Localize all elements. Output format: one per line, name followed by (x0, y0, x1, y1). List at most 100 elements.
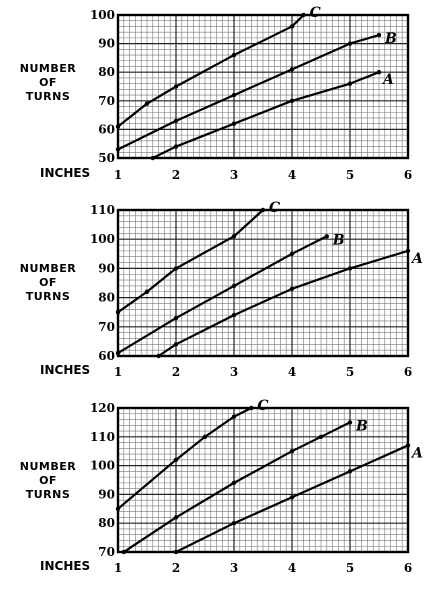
x-unit-label: INCHES (40, 559, 90, 573)
data-point-c (231, 414, 237, 419)
data-point-b (289, 67, 295, 72)
data-point-b (289, 251, 295, 256)
data-point-b (121, 549, 127, 555)
y-axis-label: OF (39, 76, 57, 89)
series-label-a: A (410, 445, 423, 461)
data-point-c (144, 289, 150, 294)
data-point-c (115, 506, 121, 511)
data-point-b (231, 92, 237, 98)
data-point-a (173, 549, 179, 555)
y-tick-label: 80 (98, 291, 115, 305)
series-line-c (117, 407, 252, 510)
data-point-b (173, 315, 179, 321)
data-point-b (115, 350, 121, 356)
x-unit-label: INCHES (40, 363, 90, 377)
x-tick-label: 2 (172, 561, 180, 575)
data-point-b (173, 515, 179, 520)
series-label-c: C (269, 200, 280, 216)
y-tick-label: 80 (98, 516, 115, 530)
y-tick-label: 70 (98, 94, 115, 108)
y-tick-label: 100 (90, 459, 115, 473)
data-point-b (347, 41, 353, 46)
y-tick-label: 80 (98, 65, 115, 79)
x-tick-label: 1 (114, 561, 122, 575)
y-tick-label: 90 (98, 37, 115, 51)
x-tick-label: 2 (172, 365, 180, 379)
data-point-c (260, 207, 266, 213)
grid-1 (117, 14, 409, 159)
x-tick-label: 4 (288, 365, 296, 379)
series-line-b (117, 33, 380, 151)
grid-2 (117, 209, 409, 357)
series-label-c: C (310, 5, 321, 21)
x-tick-label: 1 (114, 168, 122, 182)
plot-frame (116, 406, 410, 554)
series-label-a: A (410, 251, 423, 267)
data-point-b (347, 420, 353, 425)
data-point-a (347, 469, 353, 474)
data-point-a (173, 144, 179, 149)
data-point-b (231, 480, 237, 486)
data-point-a (156, 353, 161, 359)
data-point-a (231, 521, 237, 526)
y-axis-label: OF (39, 276, 57, 289)
y-tick-label: 90 (98, 261, 115, 275)
plot-frame (116, 13, 410, 160)
y-tick-label: 100 (90, 232, 115, 246)
y-tick-label: 60 (98, 122, 115, 136)
series-label-b: B (332, 232, 345, 248)
data-point-a (347, 266, 353, 271)
data-point-c (231, 234, 237, 239)
y-tick-label: 120 (90, 401, 115, 415)
y-tick-label: 70 (98, 545, 115, 559)
x-tick-label: 6 (404, 168, 412, 182)
x-tick-label: 5 (346, 561, 354, 575)
x-tick-label: 4 (288, 168, 296, 182)
data-point-c (289, 24, 295, 29)
x-tick-label: 6 (404, 365, 412, 379)
y-axis-label: NUMBER (20, 262, 76, 275)
y-axis-label: TURNS (26, 488, 71, 501)
x-tick-label: 1 (114, 365, 122, 379)
x-tick-label: 5 (346, 365, 354, 379)
data-point-a (376, 70, 382, 75)
data-point-b (376, 32, 382, 38)
data-point-c (115, 124, 121, 129)
data-point-b (173, 118, 179, 124)
data-point-a (405, 443, 411, 448)
data-point-b (318, 434, 324, 439)
series-line-c (117, 209, 264, 314)
data-point-c (249, 405, 254, 411)
data-point-a (231, 121, 237, 126)
y-tick-label: 110 (90, 203, 115, 217)
x-unit-label: INCHES (40, 166, 90, 180)
data-point-a (347, 81, 353, 86)
data-point-c (173, 84, 179, 89)
y-tick-label: 90 (98, 487, 115, 501)
y-tick-label: 110 (90, 430, 115, 444)
data-point-a (289, 286, 295, 292)
series-line-a (152, 71, 380, 159)
x-tick-label: 6 (404, 561, 412, 575)
series-label-b: B (384, 31, 397, 47)
data-point-c (144, 101, 150, 106)
y-axis-label: TURNS (26, 90, 71, 103)
x-tick-label: 4 (288, 561, 296, 575)
y-tick-label: 60 (98, 349, 115, 363)
y-axis-label: NUMBER (20, 460, 76, 473)
y-tick-label: 100 (90, 8, 115, 22)
data-point-a (173, 342, 179, 347)
data-point-c (202, 434, 208, 439)
y-axis-label: OF (39, 474, 57, 487)
data-point-a (150, 155, 155, 161)
series-line-b (123, 421, 351, 553)
data-point-c (173, 457, 179, 463)
data-point-a (289, 495, 295, 500)
data-point-b (324, 234, 329, 239)
data-point-c (173, 266, 179, 271)
data-point-a (289, 98, 295, 104)
